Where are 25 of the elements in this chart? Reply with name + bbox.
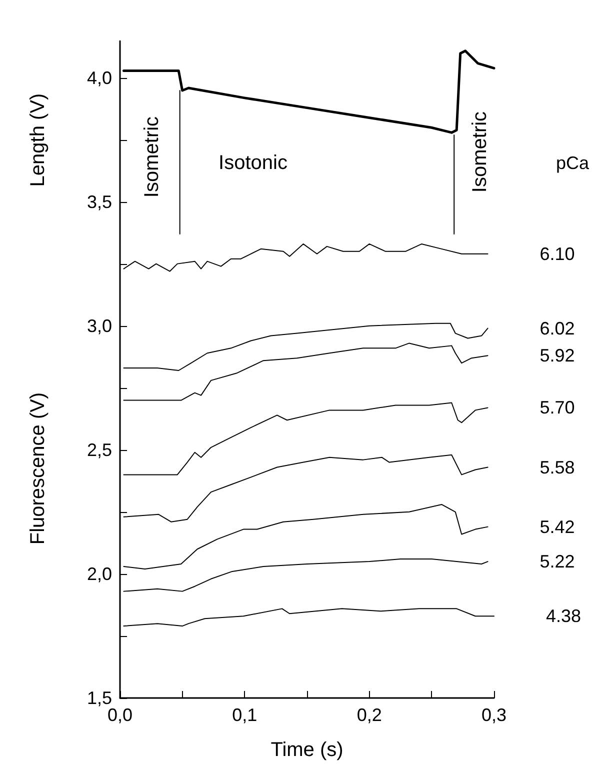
y-tick-label: 3,0: [86, 316, 112, 336]
text: 5.70: [540, 398, 575, 418]
text: 4.38: [546, 606, 582, 626]
y-tick-label: 2,5: [86, 440, 112, 460]
x-tick-label: 0,3: [481, 705, 507, 725]
y-tick-label: 3,5: [86, 192, 112, 212]
x-tick-label: 0,1: [232, 705, 258, 725]
annotation: Isometric: [469, 111, 491, 193]
y-tick-label: 1,5: [86, 688, 112, 708]
y-tick-label: 2,0: [86, 564, 112, 584]
y-axis-title: Length (V): [27, 93, 49, 187]
text: 5.92: [540, 346, 575, 366]
text: 5.42: [540, 516, 575, 537]
legend-title: pCa: [556, 153, 590, 173]
text: 6.02: [540, 318, 575, 338]
text: 6.10: [540, 244, 575, 264]
x-tick-label: 0,0: [107, 705, 133, 725]
y-axis-title: Fluorescence (V): [27, 392, 49, 545]
text: 5.22: [540, 552, 575, 572]
annotation: Isometric: [141, 116, 163, 198]
y-tick-label: 4,0: [86, 68, 112, 88]
x-axis-title: Time (s): [270, 739, 344, 761]
annotation: Isotonic: [218, 152, 288, 174]
text: 5.58: [540, 457, 575, 478]
x-tick-label: 0,2: [356, 705, 382, 725]
